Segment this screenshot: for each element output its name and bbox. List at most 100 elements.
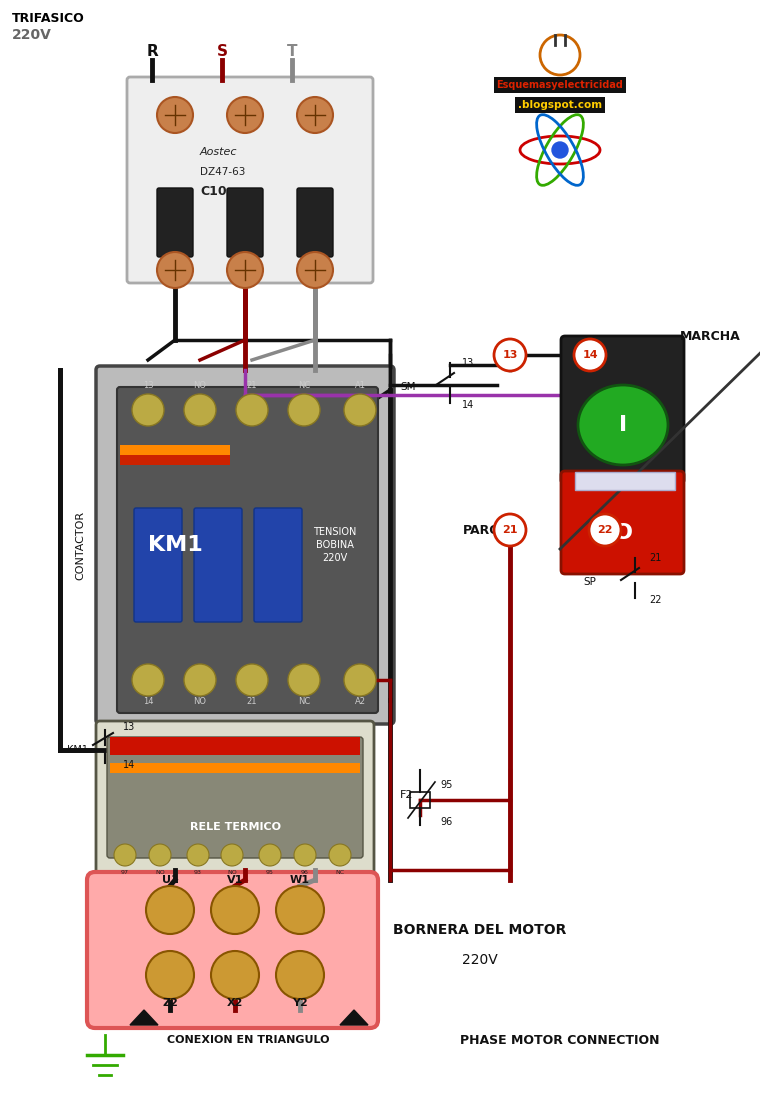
FancyBboxPatch shape bbox=[120, 447, 230, 465]
Circle shape bbox=[236, 394, 268, 426]
FancyBboxPatch shape bbox=[87, 872, 378, 1028]
Text: 13: 13 bbox=[123, 722, 135, 732]
Circle shape bbox=[329, 844, 351, 866]
FancyBboxPatch shape bbox=[561, 471, 684, 574]
Circle shape bbox=[157, 252, 193, 288]
Ellipse shape bbox=[578, 385, 668, 465]
Circle shape bbox=[259, 844, 281, 866]
Text: 14: 14 bbox=[462, 400, 474, 410]
Circle shape bbox=[211, 952, 259, 999]
FancyBboxPatch shape bbox=[96, 721, 374, 874]
Text: A1: A1 bbox=[354, 380, 366, 389]
Text: 21: 21 bbox=[247, 698, 257, 706]
Text: 14: 14 bbox=[582, 350, 598, 360]
Text: NO: NO bbox=[194, 380, 207, 389]
Circle shape bbox=[574, 339, 606, 372]
Circle shape bbox=[211, 886, 259, 934]
Circle shape bbox=[146, 886, 194, 934]
FancyBboxPatch shape bbox=[254, 508, 302, 622]
FancyBboxPatch shape bbox=[297, 189, 333, 257]
Circle shape bbox=[288, 664, 320, 696]
Circle shape bbox=[227, 252, 263, 288]
Text: 22: 22 bbox=[649, 596, 661, 606]
Text: KM1: KM1 bbox=[148, 535, 203, 554]
Text: 220V: 220V bbox=[462, 953, 498, 967]
Circle shape bbox=[132, 664, 164, 696]
Text: 14: 14 bbox=[123, 760, 135, 770]
Text: I: I bbox=[619, 415, 627, 435]
Text: DZ47-63: DZ47-63 bbox=[200, 167, 245, 177]
Text: 95: 95 bbox=[440, 780, 452, 790]
Text: SP: SP bbox=[583, 577, 596, 587]
Text: R: R bbox=[146, 44, 158, 60]
Text: Esquemasyelectricidad: Esquemasyelectricidad bbox=[496, 80, 623, 90]
Text: 21: 21 bbox=[247, 380, 257, 389]
Text: 220V: 220V bbox=[12, 28, 52, 42]
Text: 13: 13 bbox=[502, 350, 518, 360]
Text: 14: 14 bbox=[143, 698, 154, 706]
Text: A2: A2 bbox=[354, 698, 366, 706]
Text: 96: 96 bbox=[301, 871, 309, 875]
Text: T: T bbox=[287, 44, 297, 60]
Circle shape bbox=[297, 252, 333, 288]
Text: U1: U1 bbox=[162, 875, 179, 885]
Circle shape bbox=[187, 844, 209, 866]
Circle shape bbox=[297, 96, 333, 133]
FancyBboxPatch shape bbox=[96, 366, 394, 724]
Circle shape bbox=[227, 96, 263, 133]
Circle shape bbox=[149, 844, 171, 866]
FancyBboxPatch shape bbox=[127, 77, 373, 283]
Text: S: S bbox=[217, 44, 227, 60]
Circle shape bbox=[344, 394, 376, 426]
Circle shape bbox=[494, 513, 526, 546]
Circle shape bbox=[344, 664, 376, 696]
Circle shape bbox=[184, 394, 216, 426]
Circle shape bbox=[236, 664, 268, 696]
Polygon shape bbox=[130, 1010, 158, 1025]
FancyBboxPatch shape bbox=[157, 189, 193, 257]
Circle shape bbox=[552, 142, 568, 157]
Text: F2: F2 bbox=[400, 790, 413, 800]
Text: 97: 97 bbox=[121, 871, 129, 875]
Text: 96: 96 bbox=[440, 817, 452, 827]
Text: 13: 13 bbox=[143, 380, 154, 389]
Circle shape bbox=[494, 339, 526, 372]
Polygon shape bbox=[340, 1010, 368, 1025]
Text: NC: NC bbox=[298, 380, 310, 389]
FancyBboxPatch shape bbox=[227, 189, 263, 257]
FancyBboxPatch shape bbox=[110, 737, 360, 755]
FancyBboxPatch shape bbox=[194, 508, 242, 622]
Text: TENSION
BOBINA
220V: TENSION BOBINA 220V bbox=[313, 527, 356, 563]
FancyBboxPatch shape bbox=[561, 336, 684, 484]
Text: 21: 21 bbox=[502, 525, 518, 535]
Text: Aostec: Aostec bbox=[200, 147, 237, 157]
Circle shape bbox=[589, 513, 621, 546]
Text: 21: 21 bbox=[649, 553, 661, 563]
Text: NC: NC bbox=[298, 698, 310, 706]
Text: NC: NC bbox=[335, 871, 344, 875]
Circle shape bbox=[288, 394, 320, 426]
Text: 22: 22 bbox=[597, 525, 613, 535]
Text: C10: C10 bbox=[200, 185, 226, 199]
Circle shape bbox=[276, 952, 324, 999]
Text: NO: NO bbox=[194, 698, 207, 706]
Text: 13: 13 bbox=[462, 358, 474, 368]
Text: 93: 93 bbox=[194, 871, 202, 875]
Text: CONEXION EN TRIANGULO: CONEXION EN TRIANGULO bbox=[166, 1035, 329, 1045]
Text: Y2: Y2 bbox=[292, 998, 308, 1008]
Circle shape bbox=[146, 952, 194, 999]
FancyBboxPatch shape bbox=[107, 737, 363, 858]
Text: SM: SM bbox=[400, 381, 416, 391]
FancyBboxPatch shape bbox=[117, 387, 378, 713]
Text: W1: W1 bbox=[290, 875, 310, 885]
FancyBboxPatch shape bbox=[575, 472, 675, 490]
Text: Z2: Z2 bbox=[162, 998, 178, 1008]
Text: .blogspot.com: .blogspot.com bbox=[518, 100, 602, 110]
Text: NO: NO bbox=[155, 871, 165, 875]
Text: NO: NO bbox=[227, 871, 237, 875]
Text: RELE TERMICO: RELE TERMICO bbox=[189, 822, 280, 832]
Circle shape bbox=[184, 664, 216, 696]
Text: KM1: KM1 bbox=[67, 745, 88, 755]
Text: CONTACTOR: CONTACTOR bbox=[75, 510, 85, 580]
Text: O: O bbox=[613, 523, 632, 543]
